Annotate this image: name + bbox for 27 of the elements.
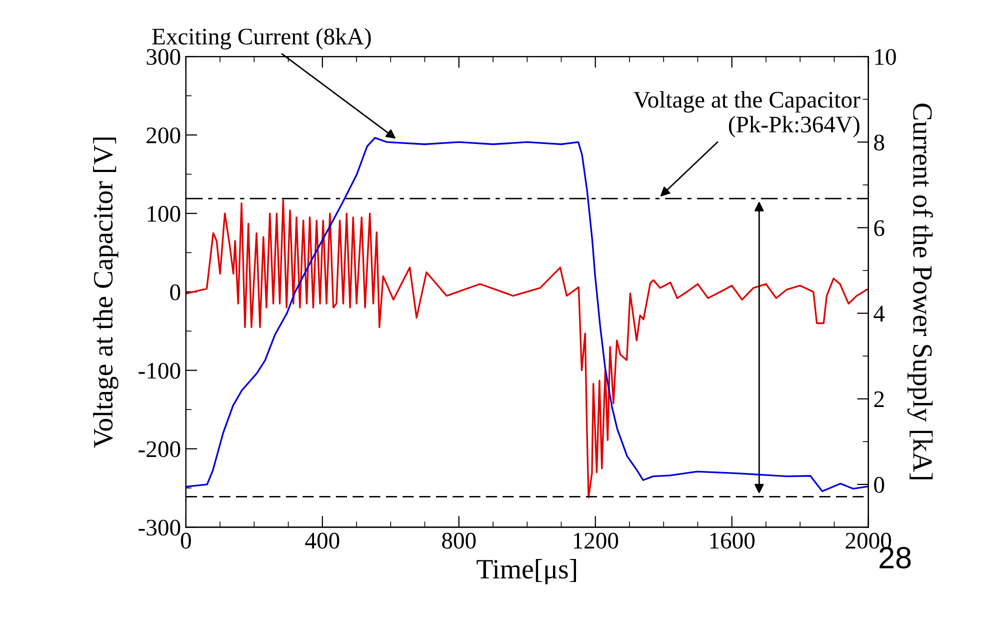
y-tick-label: 300 (146, 49, 180, 65)
y2-tick-label: 0 (874, 476, 884, 493)
text: 28 (880, 546, 911, 569)
y2-tick-label: 6 (874, 220, 884, 236)
x-tick-label: 1600 (710, 532, 755, 549)
x-tick-label: 0 (180, 532, 191, 549)
y2-tick-label: 8 (874, 134, 884, 151)
y-tick-label: -300 (138, 520, 180, 536)
y-tick-label: 0 (170, 284, 180, 300)
y-tick-label: -200 (138, 441, 180, 458)
x-tick-label: 2000 (846, 532, 892, 549)
y-tick-label: 200 (146, 127, 180, 144)
y-tick-label: 100 (148, 206, 180, 222)
line-series (186, 199, 868, 498)
y2-tick-label: 2 (874, 391, 884, 408)
annotation: Exciting Current (8kA) (152, 28, 371, 50)
y2-tick-label: 10 (875, 49, 896, 65)
x-tick-label: 1200 (574, 532, 618, 549)
x-axis-title: Time[μs] (476, 559, 576, 584)
x-tick-label: 800 (442, 532, 476, 549)
y2-axis-title: Current of the Power Supply [kA] (907, 104, 933, 480)
line-series (186, 136, 868, 492)
y-axis-title: Voltage at the Capacitor [V] (93, 138, 118, 448)
annotation: Voltage at the Capacitor (Pk-Pk:364V) (634, 91, 860, 138)
y-tick-label: -100 (138, 362, 180, 379)
y2-tick-label: 4 (874, 306, 885, 322)
x-tick-label: 400 (305, 532, 340, 549)
